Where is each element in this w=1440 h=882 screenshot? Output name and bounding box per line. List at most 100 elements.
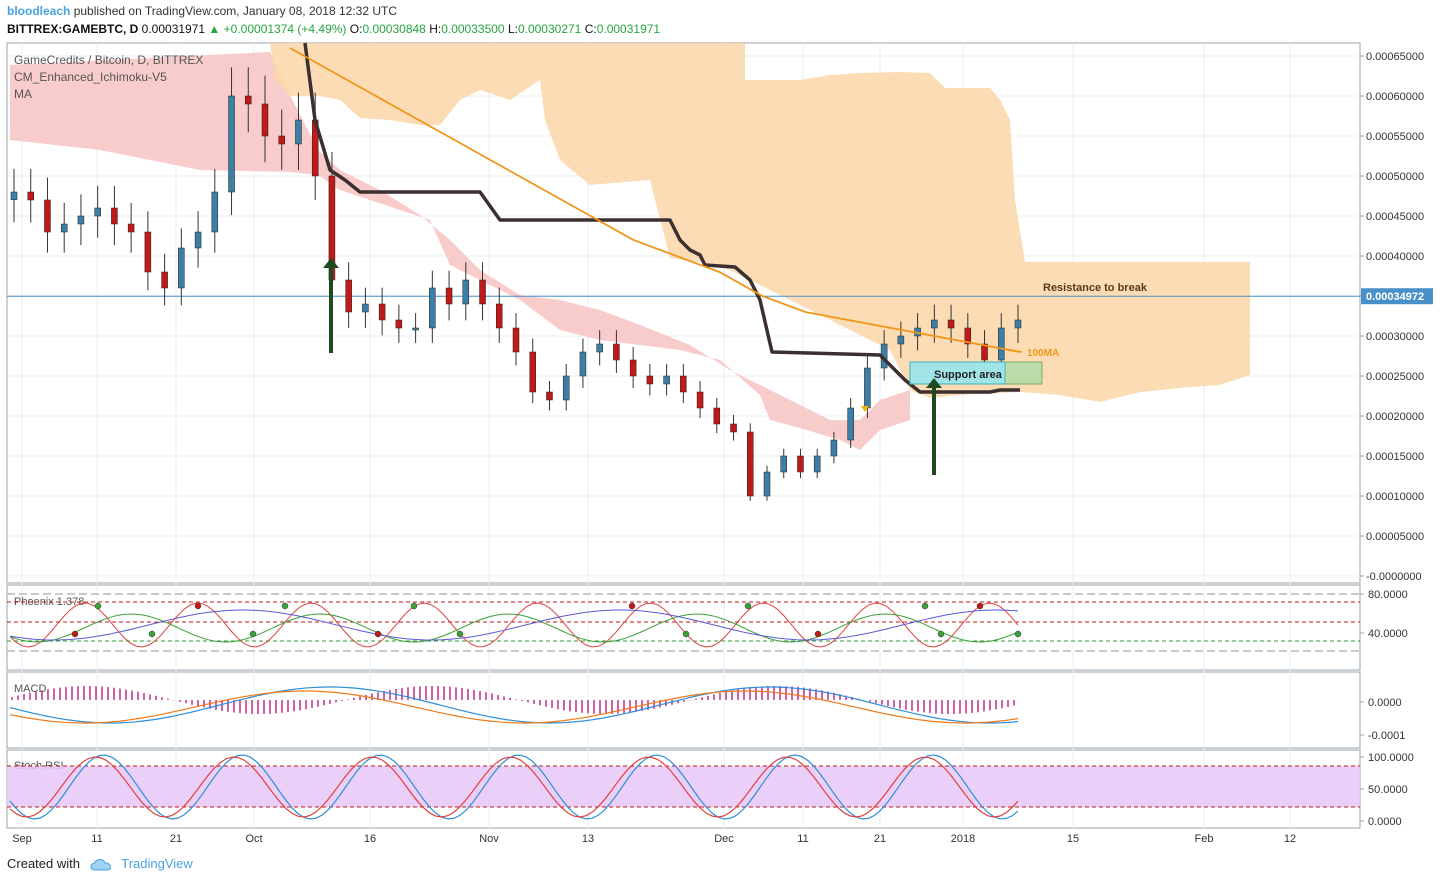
phoenix-signal-dot: [194, 602, 202, 610]
x-tick-label: 13: [582, 833, 594, 845]
current-price-label: 0.00034972: [1366, 291, 1424, 303]
legend-indicator-ma: MA: [14, 87, 32, 101]
y-tick-label: 80.0000: [1368, 589, 1408, 601]
y-tick-label: -0.0001: [1368, 730, 1405, 742]
phoenix-signal-dot: [94, 602, 102, 610]
tradingview-cloud-icon: [90, 858, 111, 871]
candle-body: [378, 303, 386, 321]
legend-title: GameCredits / Bitcoin, D, BITTREX: [14, 53, 203, 67]
publish-header: bloodleach published on TradingView.com,…: [7, 4, 397, 18]
y-tick-label: 0.00065000: [1366, 51, 1424, 63]
candle-body: [847, 407, 854, 441]
x-tick-label: Dec: [714, 833, 734, 845]
high-value: 0.00033500: [441, 22, 505, 36]
publish-info: published on TradingView.com, January 08…: [73, 4, 398, 18]
resistance-label: Resistance to break: [1043, 282, 1148, 294]
y-tick-label: 100.0000: [1368, 752, 1414, 764]
candle-body: [44, 199, 51, 233]
phoenix-signal-line: [9, 613, 1019, 643]
y-tick-label: 0.00020000: [1366, 411, 1424, 423]
footer: Created with TradingView: [7, 856, 193, 872]
current-price-badge: [1361, 288, 1433, 305]
candle-body: [964, 327, 972, 345]
x-tick-label: 15: [1067, 833, 1079, 845]
ma100-pointer: [1009, 349, 1023, 353]
candle-body: [529, 351, 536, 393]
phoenix-fast-line: [9, 602, 1019, 648]
x-tick-label: 21: [170, 833, 182, 845]
candle-body: [998, 327, 1005, 361]
candle-body: [261, 103, 269, 137]
ma100-label: 100MA: [1027, 348, 1059, 359]
author-name[interactable]: bloodleach: [7, 4, 71, 18]
candle-body: [680, 375, 687, 393]
phoenix-signal-dot: [148, 630, 156, 638]
y-tick-label: 0.00045000: [1366, 211, 1424, 223]
phoenix-pane-border: [6, 584, 1361, 671]
candle-body: [295, 119, 302, 145]
candle-body: [194, 231, 202, 249]
symbol-name: BITTREX:GAMEBTC, D: [7, 22, 139, 36]
x-tick-label: 21: [874, 833, 886, 845]
phoenix-signal-dot: [456, 630, 464, 638]
candle-body: [730, 423, 737, 433]
low-value: 0.00030271: [517, 22, 582, 36]
candle-body: [981, 343, 988, 361]
candle-body: [228, 95, 235, 193]
phoenix-signal-dot: [281, 602, 289, 610]
x-tick-label: Feb: [1195, 833, 1214, 845]
arrow-up-shaft: [932, 385, 936, 475]
y-tick-label: 0.00015000: [1366, 451, 1424, 463]
y-tick-label: 50.0000: [1368, 784, 1408, 796]
candle-body: [27, 191, 34, 201]
arrow-up-shaft-left: [329, 265, 333, 353]
y-tick-label: 0.00050000: [1366, 171, 1424, 183]
low-label: L:: [507, 22, 518, 36]
x-tick-label: 12: [1284, 833, 1296, 845]
y-tick-label: 0.00025000: [1366, 371, 1424, 383]
candle-body: [445, 287, 453, 305]
candle-body: [546, 391, 553, 401]
candle-body: [94, 207, 101, 217]
y-tick-label: 0.00010000: [1366, 491, 1424, 503]
high-label: H:: [429, 22, 442, 36]
tradingview-brand[interactable]: TradingView: [121, 856, 193, 871]
y-tick-label: 0.0000: [1368, 697, 1402, 709]
price-change: +0.00001374 (+4.49%): [223, 22, 347, 36]
x-tick-label: 11: [91, 833, 102, 845]
candle-body: [931, 319, 938, 329]
x-tick-label: Oct: [245, 833, 262, 845]
open-value: 0.00030848: [362, 22, 426, 36]
close-value: 0.00031971: [596, 22, 661, 36]
y-tick-label: -0.0000000: [1366, 571, 1422, 583]
phoenix-signal-dot: [937, 630, 945, 638]
macd-pane-border: [6, 671, 1361, 749]
candle-body: [178, 247, 185, 289]
ma100-line: [289, 47, 1021, 353]
candle-body: [830, 439, 838, 457]
candle-body: [10, 191, 18, 200]
x-tick-label: 2018: [951, 833, 975, 845]
candle-body: [429, 287, 436, 329]
candle-body: [813, 455, 821, 473]
candle-body: [562, 375, 570, 401]
y-tick-label: 0.00040000: [1366, 251, 1424, 263]
stochrsi-d-line: [9, 756, 1019, 818]
candle-body: [596, 343, 603, 353]
x-tick-label: Nov: [479, 833, 499, 845]
candle-body: [395, 319, 403, 329]
candle-body: [462, 279, 470, 305]
ichimoku-cloud-bullish: [270, 43, 1250, 402]
chart-group: Sep 11 21 Oct 16 Nov 13 Dec 11 21 2018 15 Feb 12 0.000…: [6, 42, 1433, 845]
candle-body: [60, 223, 68, 233]
signal-triangle: [861, 406, 869, 412]
candle-body: [496, 303, 503, 329]
arrow-up-head: [926, 378, 942, 388]
candle-body: [345, 279, 352, 313]
phoenix-signal-dot: [1014, 630, 1022, 638]
candle-body: [780, 455, 787, 473]
phoenix-signal-dot: [682, 630, 690, 638]
phoenix-signal-dot: [249, 630, 257, 638]
candle-body: [864, 367, 871, 409]
